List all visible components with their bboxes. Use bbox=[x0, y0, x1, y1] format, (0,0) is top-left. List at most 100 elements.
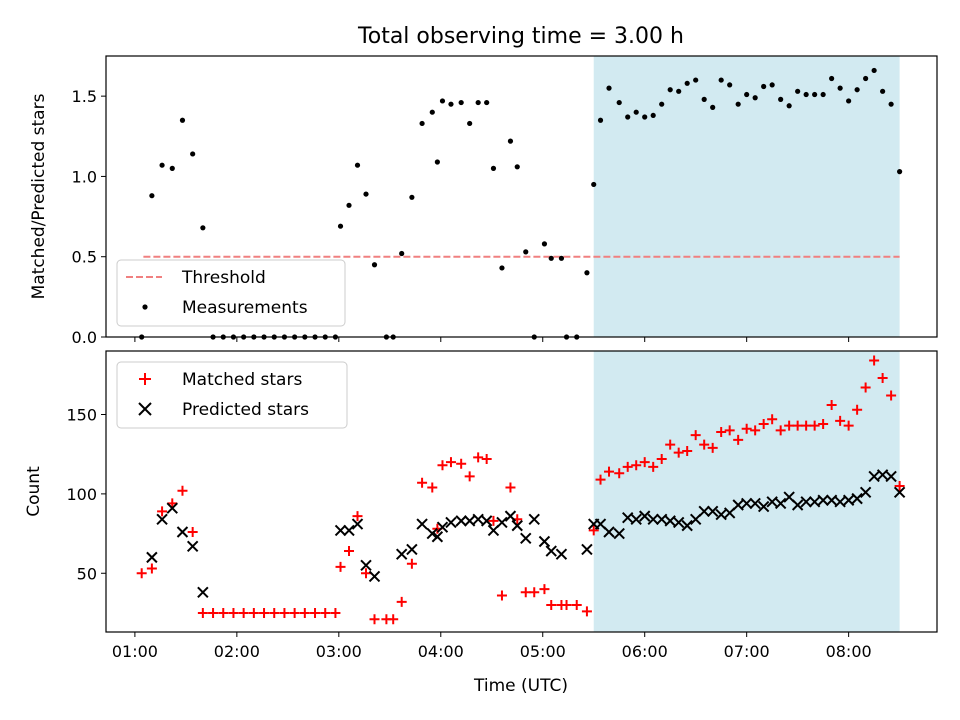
matched-star-point bbox=[894, 480, 905, 491]
legend-matched-swatch bbox=[139, 373, 151, 385]
measurement-point bbox=[507, 138, 514, 144]
matched-star-point bbox=[520, 587, 531, 598]
predicted-star-point bbox=[638, 510, 651, 522]
matched-star-point bbox=[631, 460, 642, 471]
measurement-point bbox=[718, 77, 724, 83]
measurement-point bbox=[371, 262, 378, 268]
matched-star-point bbox=[228, 607, 239, 618]
measurement-point bbox=[684, 80, 690, 86]
matched-star-point bbox=[690, 430, 701, 441]
matched-star-point bbox=[238, 607, 249, 618]
matched-star-point bbox=[388, 614, 399, 625]
predicted-star-point bbox=[472, 513, 484, 525]
measurement-point bbox=[419, 120, 425, 127]
measurement-point bbox=[727, 82, 733, 88]
matched-star-point bbox=[427, 482, 438, 493]
measurement-point bbox=[591, 181, 597, 188]
predicted-star-point bbox=[445, 516, 457, 529]
measurement-point bbox=[499, 265, 505, 271]
observing-window-shade bbox=[593, 351, 900, 632]
measurement-point bbox=[597, 117, 604, 123]
matched-star-point bbox=[488, 515, 499, 526]
predicted-star-point bbox=[416, 518, 428, 530]
predicted-star-point bbox=[740, 497, 753, 510]
predicted-star-point bbox=[715, 508, 727, 521]
predicted-star-point bbox=[197, 586, 209, 599]
measurement-point bbox=[514, 164, 520, 170]
predicted-star-point bbox=[825, 494, 838, 506]
matched-star-point bbox=[335, 561, 346, 572]
matched-star-point bbox=[344, 546, 355, 557]
predicted-star-point bbox=[496, 516, 508, 529]
measurement-point bbox=[693, 77, 699, 83]
matched-star-point bbox=[724, 425, 735, 436]
matched-star-point bbox=[818, 419, 829, 430]
measurement-point bbox=[429, 109, 435, 115]
matched-star-point bbox=[445, 457, 456, 468]
predicted-star-point bbox=[672, 516, 685, 529]
predicted-star-point bbox=[520, 532, 532, 545]
measurement-point bbox=[633, 109, 639, 115]
x-tick-label: 01:00 bbox=[112, 642, 158, 661]
predicted-star-point bbox=[893, 486, 906, 499]
predicted-star-point bbox=[732, 499, 744, 511]
measurement-point bbox=[667, 87, 673, 93]
measurement-point bbox=[490, 165, 497, 171]
predicted-star-point bbox=[859, 486, 872, 499]
x-tick-label: 02:00 bbox=[214, 642, 260, 661]
predicted-star-point bbox=[647, 513, 659, 525]
predicted-star-point bbox=[622, 511, 634, 524]
predicted-star-point bbox=[146, 551, 158, 564]
matched-star-point bbox=[860, 382, 871, 393]
matched-star-point bbox=[177, 485, 188, 496]
legend-measurements-swatch bbox=[142, 304, 148, 310]
matched-star-point bbox=[767, 414, 778, 425]
predicted-star-point bbox=[406, 543, 418, 556]
matched-star-point bbox=[396, 596, 407, 607]
measurement-point bbox=[434, 159, 440, 165]
measurement-point bbox=[439, 98, 446, 104]
predicted-star-point bbox=[455, 515, 467, 527]
matched-star-point bbox=[581, 606, 592, 617]
measurement-point bbox=[458, 99, 464, 106]
matched-star-point bbox=[826, 399, 837, 410]
measurement-point bbox=[778, 96, 784, 102]
measurement-point bbox=[761, 83, 767, 90]
matched-star-point bbox=[437, 460, 448, 471]
x-tick-label: 05:00 bbox=[520, 642, 566, 661]
measurement-point bbox=[484, 99, 490, 106]
measurement-point bbox=[475, 99, 481, 106]
matched-star-point bbox=[775, 425, 786, 436]
matched-star-point bbox=[320, 607, 331, 618]
matched-star-point bbox=[877, 372, 888, 383]
predicted-star-point bbox=[538, 535, 551, 548]
predicted-star-point bbox=[800, 496, 812, 508]
predicted-star-point bbox=[395, 548, 408, 560]
predicted-star-point bbox=[480, 515, 493, 527]
measurement-point bbox=[880, 88, 886, 94]
x-tick-label: 06:00 bbox=[622, 642, 668, 661]
measurement-point bbox=[523, 249, 529, 255]
measurement-point bbox=[169, 165, 175, 171]
matched-star-point bbox=[136, 568, 147, 579]
y-tick-label: 100 bbox=[66, 485, 97, 504]
matched-star-point bbox=[886, 390, 897, 401]
measurement-point bbox=[159, 162, 165, 168]
measurement-point bbox=[650, 112, 656, 119]
matched-star-point bbox=[208, 607, 219, 618]
measurement-point bbox=[897, 169, 903, 175]
matched-star-point bbox=[330, 607, 341, 618]
measurement-point bbox=[625, 114, 631, 120]
matched-star-point bbox=[843, 420, 854, 431]
matched-star-point bbox=[571, 600, 582, 611]
predicted-star-point bbox=[603, 526, 615, 538]
measurement-point bbox=[606, 85, 612, 91]
predicted-star-point bbox=[426, 527, 438, 540]
y-tick-label: 1.0 bbox=[72, 167, 97, 186]
predicted-star-point bbox=[431, 531, 444, 543]
matched-star-point bbox=[546, 600, 557, 611]
measurement-point bbox=[541, 241, 548, 247]
matched-star-point bbox=[361, 568, 372, 579]
matched-star-point bbox=[835, 415, 846, 426]
